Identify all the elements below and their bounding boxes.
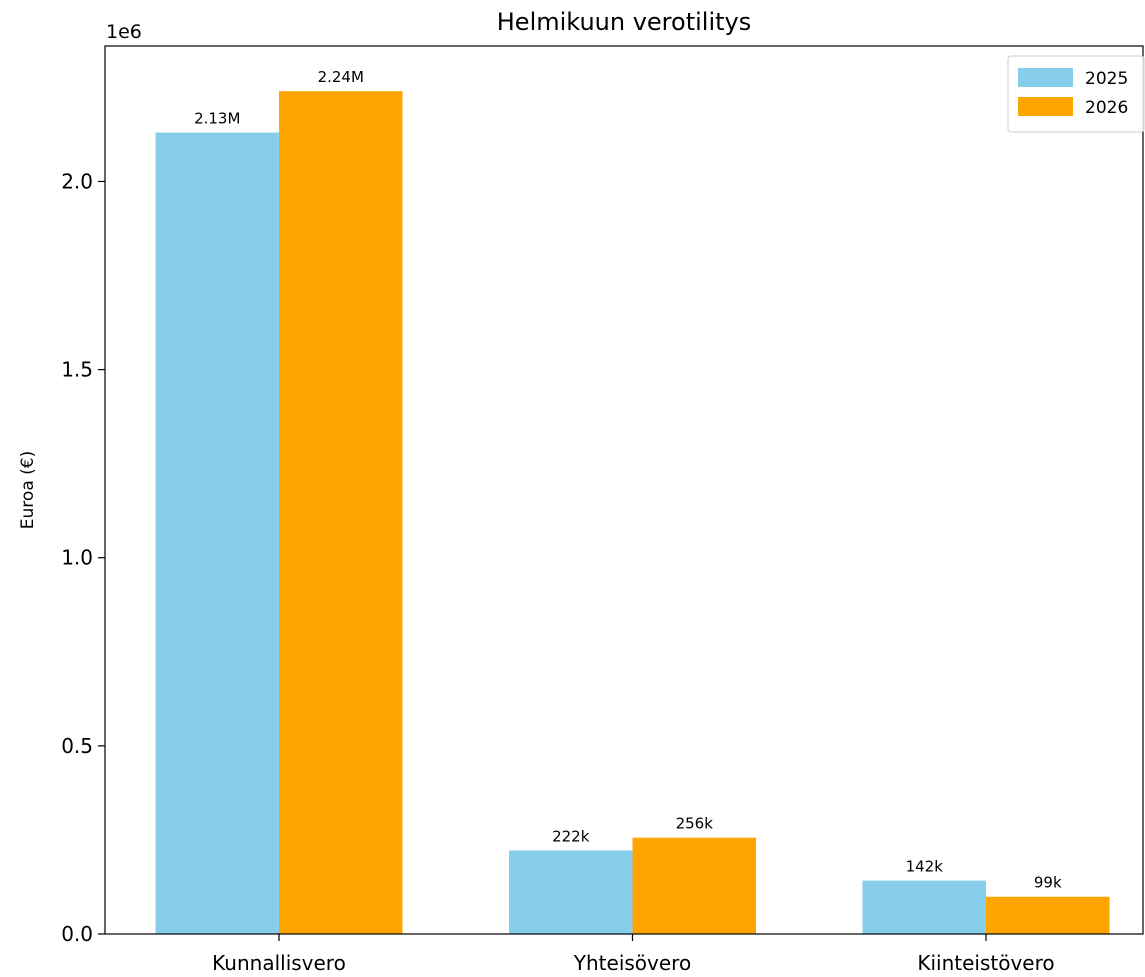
bar-2025-1	[509, 850, 633, 934]
bar-value-label-2025-2: 142k	[906, 858, 944, 876]
bar-2025-0	[155, 132, 279, 935]
y-axis-ticks: 0.0 0.5 1.0 1.5 2.0	[61, 169, 105, 946]
x-axis-ticks: Kunnallisvero Yhteisövero Kiinteistövero	[212, 934, 1055, 975]
bar-value-label-2025-1: 222k	[552, 827, 590, 845]
bar-2025-2	[862, 880, 986, 934]
legend-label-2025: 2025	[1085, 69, 1128, 89]
bar-value-label-2026-0: 2.24M	[318, 68, 364, 86]
bar-2026-2	[986, 896, 1110, 934]
chart-title: Helmikuun verotilitys	[497, 8, 751, 36]
bars-group	[155, 91, 1110, 935]
y-tick-label-4: 2.0	[61, 169, 93, 193]
y-tick-label-0: 0.0	[61, 922, 93, 946]
plot-frame	[104, 45, 1144, 935]
x-tick-label-2: Kiinteistövero	[917, 951, 1054, 975]
x-tick-label-1: Yhteisövero	[573, 951, 691, 975]
bar-value-label-2025-0: 2.13M	[194, 110, 240, 128]
x-tick-label-0: Kunnallisvero	[212, 951, 346, 975]
legend-swatch-2026	[1018, 97, 1073, 116]
bar-value-label-2026-1: 256k	[676, 815, 714, 833]
bar-2026-0	[279, 91, 403, 935]
y-tick-label-1: 0.5	[61, 734, 93, 758]
legend-swatch-2025	[1018, 68, 1073, 87]
bar-2026-1	[632, 837, 756, 934]
legend-box	[1007, 55, 1145, 133]
bar-value-labels: 2.13M 222k 142k 2.24M 256k 99k	[194, 68, 1062, 892]
y-tick-label-3: 1.5	[61, 358, 93, 382]
y-axis-offset-label: 1e6	[106, 21, 142, 43]
y-tick-label-2: 1.0	[61, 546, 93, 570]
y-axis-label: Euroa (€)	[18, 451, 38, 529]
legend-label-2026: 2026	[1085, 98, 1128, 118]
bar-value-label-2026-2: 99k	[1034, 874, 1062, 892]
legend: 2025 2026	[1007, 55, 1145, 133]
